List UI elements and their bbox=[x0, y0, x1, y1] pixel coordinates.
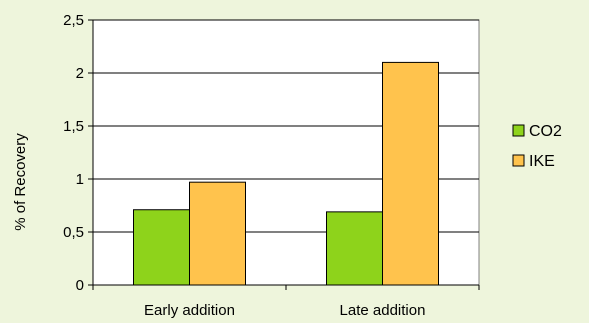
x-category-label: Late addition bbox=[340, 302, 426, 319]
y-tick-label: 1,5 bbox=[63, 118, 84, 135]
legend: CO2 IKE bbox=[512, 123, 562, 170]
y-axis-title: % of Recovery bbox=[12, 133, 29, 231]
y-tick-label: 1 bbox=[76, 171, 84, 188]
legend-label-ike: IKE bbox=[529, 153, 555, 170]
bar-ike-1 bbox=[382, 61, 439, 286]
bar-ike-0 bbox=[189, 181, 246, 286]
bars bbox=[133, 61, 439, 286]
bar-co2-1 bbox=[326, 211, 383, 286]
axes bbox=[88, 19, 480, 290]
legend-swatch-co2 bbox=[512, 124, 525, 137]
y-tick-label: 0 bbox=[76, 277, 84, 294]
x-category-label: Early addition bbox=[144, 302, 235, 319]
bar-co2-0 bbox=[133, 209, 190, 286]
y-tick-label: 2 bbox=[76, 65, 84, 82]
legend-swatch-ike bbox=[512, 154, 525, 167]
x-category-labels: Early addition Late addition bbox=[144, 302, 425, 319]
y-tick-labels: 0 0,5 1 1,5 2 2,5 bbox=[63, 12, 84, 294]
y-tick-label: 0,5 bbox=[63, 224, 84, 241]
y-tick-label: 2,5 bbox=[63, 12, 84, 29]
legend-label-co2: CO2 bbox=[529, 123, 562, 140]
